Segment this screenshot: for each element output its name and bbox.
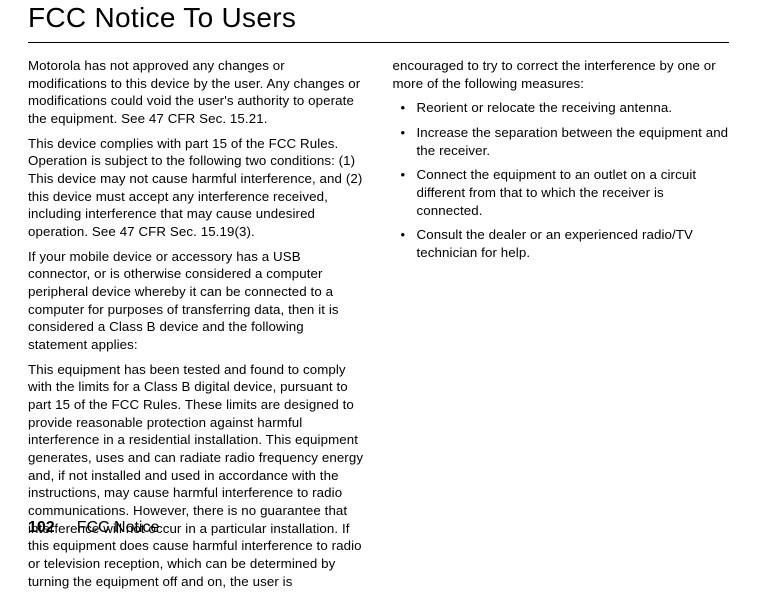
bullet-text: Reorient or relocate the receiving anten… — [417, 99, 730, 117]
bullet-text: Consult the dealer or an experienced rad… — [417, 226, 730, 261]
bullet-icon: • — [393, 99, 417, 117]
list-item: • Reorient or relocate the receiving ant… — [393, 99, 730, 117]
list-item: • Consult the dealer or an experienced r… — [393, 226, 730, 261]
right-column: encouraged to try to correct the interfe… — [393, 57, 730, 597]
bullet-icon: • — [393, 226, 417, 261]
footer-label: FCC Notice — [77, 519, 160, 537]
list-item: • Connect the equipment to an outlet on … — [393, 166, 730, 219]
content-columns: Motorola has not approved any changes or… — [28, 57, 729, 597]
page-footer: 102 FCC Notice — [28, 519, 159, 537]
left-column: Motorola has not approved any changes or… — [28, 57, 365, 597]
bullet-list: • Reorient or relocate the receiving ant… — [393, 99, 730, 261]
bullet-icon: • — [393, 124, 417, 159]
bullet-icon: • — [393, 166, 417, 219]
bullet-text: Connect the equipment to an outlet on a … — [417, 166, 730, 219]
page-title: FCC Notice To Users — [28, 0, 729, 43]
paragraph: This device complies with part 15 of the… — [28, 135, 365, 241]
paragraph: encouraged to try to correct the interfe… — [393, 57, 730, 92]
page-number: 102 — [28, 519, 55, 537]
bullet-text: Increase the separation between the equi… — [417, 124, 730, 159]
paragraph: If your mobile device or accessory has a… — [28, 248, 365, 354]
paragraph: This equipment has been tested and found… — [28, 361, 365, 591]
list-item: • Increase the separation between the eq… — [393, 124, 730, 159]
paragraph: Motorola has not approved any changes or… — [28, 57, 365, 128]
